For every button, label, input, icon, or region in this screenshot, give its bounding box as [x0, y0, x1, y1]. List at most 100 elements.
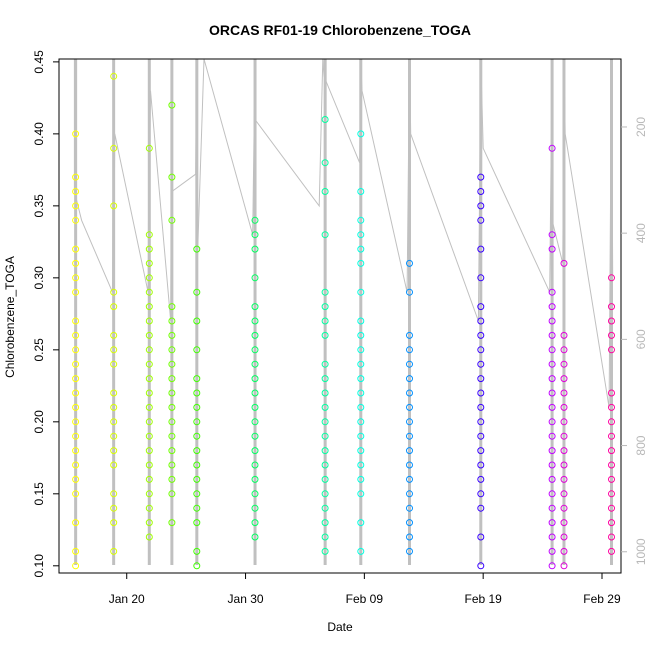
- data-point: [251, 504, 259, 512]
- data-point: [321, 504, 329, 512]
- data-point: [477, 346, 485, 354]
- data-point: [477, 504, 485, 512]
- data-point: [145, 519, 153, 527]
- data-point: [357, 130, 365, 138]
- data-point: [321, 303, 329, 311]
- data-point: [406, 259, 413, 267]
- data-point: [251, 231, 259, 239]
- data-point: [548, 562, 556, 570]
- data-point: [72, 461, 80, 469]
- data-point: [251, 519, 259, 527]
- data-point: [548, 418, 556, 426]
- data-point: [357, 216, 365, 224]
- data-point: [168, 331, 176, 339]
- data-point: [477, 331, 485, 339]
- data-point: [321, 188, 329, 195]
- data-point: [608, 403, 615, 411]
- data-point: [321, 461, 329, 469]
- data-point: [357, 331, 365, 339]
- data-point: [477, 533, 485, 541]
- flight-series: [110, 72, 118, 555]
- flight-series: [548, 144, 556, 570]
- data-point: [548, 432, 556, 440]
- data-point: [72, 375, 80, 383]
- data-point: [145, 303, 153, 311]
- data-point: [560, 562, 568, 570]
- data-point: [357, 346, 365, 354]
- data-point: [548, 317, 556, 325]
- data-point: [560, 389, 568, 397]
- data-point: [193, 490, 201, 498]
- data-point: [168, 418, 176, 426]
- data-point: [548, 331, 556, 339]
- data-point: [477, 375, 485, 383]
- data-point: [321, 432, 329, 440]
- data-point: [251, 475, 259, 483]
- data-point: [406, 504, 413, 512]
- data-point: [251, 447, 259, 455]
- data-point: [145, 288, 153, 296]
- flight-series: [406, 259, 413, 555]
- data-point: [560, 375, 568, 383]
- data-point: [251, 331, 259, 339]
- right-tick-label: 800: [634, 435, 648, 455]
- flight-series: [357, 130, 365, 555]
- data-point: [608, 389, 615, 397]
- data-point: [560, 461, 568, 469]
- data-point: [251, 418, 259, 426]
- data-point: [477, 490, 485, 498]
- data-point: [357, 519, 365, 527]
- data-point: [548, 475, 556, 483]
- data-point: [251, 533, 259, 541]
- data-point: [110, 72, 118, 80]
- data-point: [357, 259, 365, 267]
- data-point: [168, 519, 176, 527]
- data-point: [406, 490, 413, 498]
- data-point: [477, 461, 485, 469]
- data-point: [608, 317, 615, 325]
- data-point: [110, 144, 118, 152]
- data-point: [608, 547, 615, 555]
- x-axis: Jan 20 Jan 30 Feb 09 Feb 19 Feb 29: [109, 572, 621, 606]
- data-point: [321, 231, 329, 239]
- data-point: [321, 116, 329, 123]
- data-point: [145, 461, 153, 469]
- data-point: [193, 375, 201, 383]
- data-point: [145, 331, 153, 339]
- data-point: [548, 504, 556, 512]
- data-point: [477, 202, 485, 210]
- data-point: [477, 562, 485, 570]
- data-point: [168, 403, 176, 411]
- data-point: [608, 533, 615, 541]
- data-point: [321, 360, 329, 368]
- data-point: [477, 418, 485, 426]
- data-point: [168, 475, 176, 483]
- flight-series: [145, 144, 153, 541]
- data-point: [145, 432, 153, 440]
- data-point: [560, 418, 568, 426]
- data-point: [608, 346, 615, 354]
- data-point: [110, 303, 118, 311]
- data-point: [110, 432, 118, 440]
- data-point: [608, 461, 615, 469]
- data-point: [110, 447, 118, 455]
- data-point: [406, 331, 413, 339]
- data-point: [406, 403, 413, 411]
- x-tick-label: Feb 19: [464, 592, 502, 606]
- data-point: [357, 375, 365, 383]
- data-point: [406, 288, 413, 296]
- data-point: [406, 432, 413, 440]
- data-point: [72, 259, 80, 267]
- data-point: [560, 504, 568, 512]
- data-point: [548, 533, 556, 541]
- right-axis: 200 400 600 800 1000: [621, 117, 648, 565]
- x-tick-label: Feb 29: [583, 592, 621, 606]
- data-point: [251, 245, 259, 253]
- data-point: [357, 547, 365, 555]
- data-point: [193, 389, 201, 397]
- data-point: [72, 346, 80, 354]
- data-point: [145, 403, 153, 411]
- x-tick-label: Jan 20: [109, 592, 145, 606]
- x-tick-label: Feb 09: [346, 592, 384, 606]
- data-point: [251, 432, 259, 440]
